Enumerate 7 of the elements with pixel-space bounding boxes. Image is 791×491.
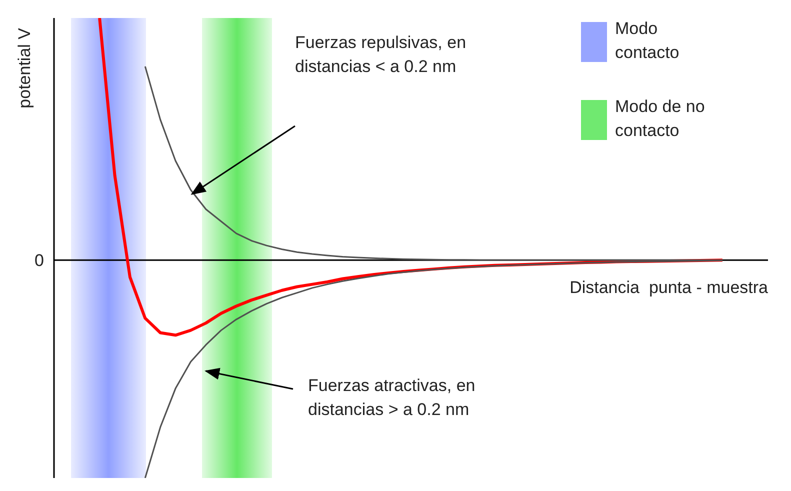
annotation: Modo contacto (615, 19, 680, 62)
annotation: Modo de no contacto (615, 97, 705, 140)
x-axis-title: Distancia punta - muestra (570, 278, 769, 298)
annotation: Fuerzas atractivas, en distancias > a 0.2 nm (308, 376, 476, 419)
y-axis-title: potential V (15, 27, 34, 108)
annotation: Fuerzas repulsivas, en distancias < a 0.2 nm (295, 33, 466, 76)
text: 0 (34, 251, 44, 270)
